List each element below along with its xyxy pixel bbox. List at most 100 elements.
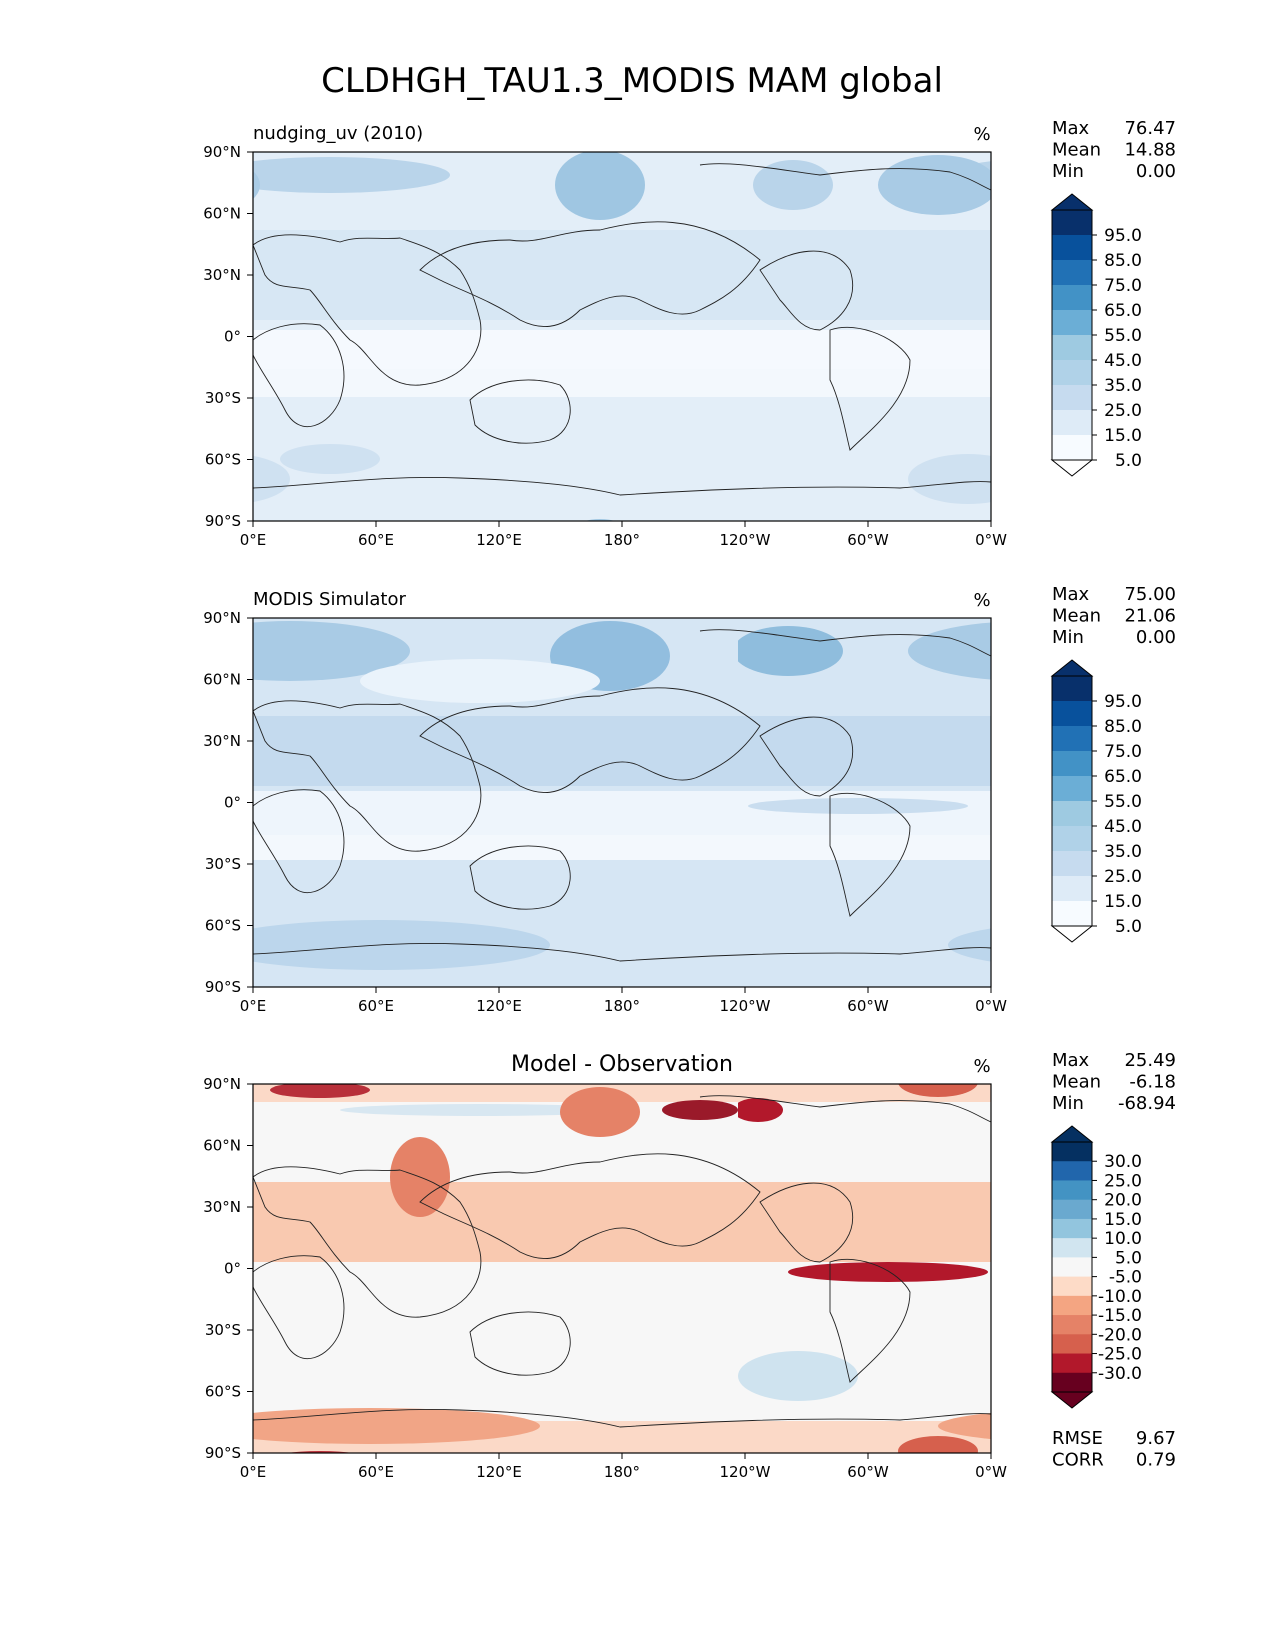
colorbar-extend-under [1050,1391,1094,1409]
x-tick-label: 60°E [358,997,394,1015]
footer-stats: RMSE 9.67 CORR 0.79 [1052,1428,1176,1471]
colorbar-label: 75.0 [1104,276,1142,296]
colorbar-segment [1052,901,1092,927]
colorbar-segment [1052,826,1092,852]
x-axis: 0°E 60°E 120°E 180° 120°W 60°W 0°W [240,521,1007,549]
colorbar-segment [1052,776,1092,802]
colorbar-segment [1052,1238,1092,1258]
colorbar-label: 35.0 [1104,376,1142,396]
colorbar-segment [1052,1334,1092,1355]
footer-stat-label: CORR [1052,1450,1104,1471]
colorbar-label: -15.0 [1098,1306,1142,1326]
colorbar-segment [1052,751,1092,777]
panel-units: % [973,124,990,145]
x-tick-label: 120°E [476,1463,522,1481]
stat-label: Max [1052,1050,1090,1071]
colorbar-label: 30.0 [1104,1152,1142,1172]
x-tick-label: 0°W [975,997,1007,1015]
panel-left-title: MODIS Simulator [253,589,406,610]
y-tick-label: 30°N [203,732,241,750]
y-tick-label: 30°S [205,389,241,407]
y-tick-label: 60°S [205,451,241,469]
x-tick-label: 120°E [476,531,522,549]
stat-value: 0.00 [1136,161,1176,182]
x-tick-label: 60°E [358,1463,394,1481]
colorbar-segment [1052,1218,1092,1239]
x-tick-label: 0°W [975,1463,1007,1481]
stat-value: 21.06 [1124,606,1176,627]
colorbar-label: 35.0 [1104,842,1142,862]
coastlines [252,1095,992,1428]
stat-value: -68.94 [1118,1093,1176,1114]
colorbar-label: 95.0 [1104,226,1142,246]
y-tick-label: 30°N [203,1198,241,1216]
map-field [253,618,991,987]
colorbar-label: -10.0 [1098,1287,1142,1307]
colorbar-label: 65.0 [1104,767,1142,787]
y-tick-label: 30°N [203,266,241,284]
colorbar-segment [1052,1372,1092,1393]
panel-test: nudging_uv (2010) % 90°N 60°N 30°N 0° 30°S 60… [203,118,1176,549]
stats-block: Max 25.49 Mean -6.18 Min -68.94 [1052,1050,1176,1114]
colorbar: 95.0 85.0 75.0 65.0 55.0 45.0 35.0 25.0 15.0 5.0 [1050,659,1142,943]
colorbar-label: 45.0 [1104,351,1142,371]
y-tick-label: 0° [224,794,241,812]
coastlines [252,629,992,962]
colorbar-label: 20.0 [1104,1191,1142,1211]
colorbar-label: 55.0 [1104,792,1142,812]
x-tick-label: 60°W [847,997,889,1015]
colorbar-label: -25.0 [1098,1345,1142,1365]
colorbar-segment [1052,676,1092,702]
colorbar-label: 5.0 [1115,917,1142,937]
colorbar-label: 15.0 [1104,1210,1142,1230]
y-tick-label: 0° [224,328,241,346]
y-tick-label: 0° [224,1260,241,1278]
coastlines [252,163,992,496]
colorbar-segment [1052,310,1092,336]
y-tick-label: 30°S [205,855,241,873]
colorbar-label: 85.0 [1104,251,1142,271]
colorbar-extend-under [1050,925,1094,943]
colorbar-segment [1052,1315,1092,1335]
colorbar-outline [1051,1141,1093,1393]
panel-ref: MODIS Simulator % 90°N 60°N 30°N 0° 30°S 60°S… [203,584,1176,1015]
x-axis: 0°E 60°E 120°E 180° 120°W 60°W 0°W [240,1453,1007,1481]
panel-units: % [973,590,990,611]
stats-block: Max 76.47 Mean 14.88 Min 0.00 [1052,118,1176,182]
x-tick-label: 0°W [975,531,1007,549]
colorbar-segment [1052,385,1092,411]
colorbar-label: 5.0 [1115,1248,1142,1268]
y-tick-label: 30°S [205,1321,241,1339]
colorbar-label: 65.0 [1104,301,1142,321]
colorbar-extend-over [1050,193,1094,211]
colorbar-segment [1052,285,1092,311]
stat-value: 14.88 [1124,140,1176,161]
panel-units: % [973,1056,990,1077]
colorbar-segment [1052,1161,1092,1181]
footer-stat-value: 9.67 [1136,1428,1176,1449]
x-tick-label: 60°W [847,1463,889,1481]
colorbar-label: 25.0 [1104,867,1142,887]
colorbar-segment [1052,1199,1092,1220]
y-tick-label: 60°N [203,1137,241,1155]
y-tick-label: 90°S [205,512,241,530]
colorbar-segment [1052,726,1092,752]
x-tick-label: 180° [604,997,640,1015]
stat-value: -6.18 [1129,1072,1176,1093]
colorbar-label: 85.0 [1104,717,1142,737]
y-tick-label: 90°N [203,609,241,627]
colorbar-segment [1052,410,1092,436]
y-axis: 90°N 60°N 30°N 0° 30°S 60°S 90°S [203,609,253,996]
colorbar-segment [1052,1353,1092,1374]
colorbar-extend-over [1050,1125,1094,1143]
stat-value: 0.00 [1136,627,1176,648]
y-tick-label: 90°N [203,1075,241,1093]
y-tick-label: 60°S [205,917,241,935]
colorbar-label: 5.0 [1115,451,1142,471]
stat-label: Min [1052,1093,1084,1114]
colorbar-segment [1052,1257,1092,1278]
y-tick-label: 60°N [203,671,241,689]
map-field [253,1084,991,1453]
colorbar-label: 45.0 [1104,817,1142,837]
colorbar-segment [1052,876,1092,902]
